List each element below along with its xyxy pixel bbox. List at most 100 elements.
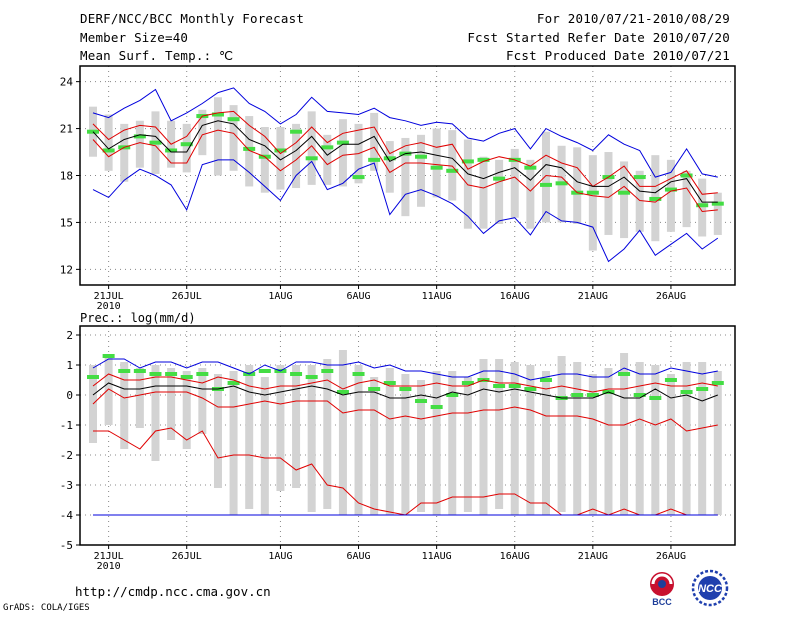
y-tick-label: -1 (60, 419, 73, 432)
website-url[interactable]: http://cmdp.ncc.cma.gov.cn (75, 584, 271, 599)
reference-marker (196, 372, 209, 376)
chart-title: DERF/NCC/BCC Monthly Forecast (80, 11, 305, 26)
spread-box (229, 371, 238, 515)
reference-marker (336, 140, 349, 145)
grads-credit: GrADS: COLA/IGES (3, 603, 90, 613)
series-line-min (92, 159, 719, 263)
reference-marker (446, 168, 459, 173)
reference-marker (477, 157, 490, 162)
x-tick-label: 21AUG (578, 551, 608, 562)
spread-box (120, 123, 129, 182)
x-tick-label: 16AUG (500, 291, 530, 302)
spread-box (588, 155, 597, 251)
spread-box (541, 371, 550, 515)
spread-box (495, 359, 504, 509)
x-tick-label: 11AUG (422, 291, 452, 302)
reference-marker (493, 176, 506, 181)
series-line-max (92, 358, 718, 381)
reference-marker (461, 159, 474, 164)
reference-marker (227, 117, 240, 122)
reference-marker (664, 378, 677, 382)
x-tick-label: 26JUL (172, 551, 202, 562)
x-tick-label: 6AUG (346, 291, 370, 302)
reference-marker (446, 393, 459, 397)
reference-marker (149, 140, 162, 145)
spread-box (510, 362, 519, 515)
bcc-logo-arc (651, 573, 673, 585)
reference-marker (211, 112, 224, 117)
reference-marker (430, 405, 443, 409)
x-tick-label: 21JUL (94, 551, 124, 562)
spread-box (104, 114, 113, 171)
spread-box (448, 371, 457, 515)
spread-box (370, 112, 379, 171)
x-tick-label: 2010 (97, 301, 121, 312)
reference-marker (618, 190, 631, 195)
spread-box (151, 365, 160, 461)
spread-box (604, 368, 613, 515)
reference-marker (368, 157, 381, 162)
bcc-logo-core (658, 580, 666, 588)
reference-marker (165, 148, 178, 153)
spread-box (213, 97, 222, 176)
spread-box (229, 105, 238, 171)
reference-marker (461, 381, 474, 385)
y-tick-label: 24 (60, 76, 74, 89)
spread-box (573, 147, 582, 224)
spread-box (635, 362, 644, 515)
spread-box (401, 137, 410, 217)
spread-box (401, 374, 410, 515)
spread-box (713, 371, 722, 515)
reference-marker (399, 387, 412, 391)
reference-marker (118, 369, 131, 373)
ncc-logo-text: NCC (698, 583, 723, 595)
spread-box (338, 119, 347, 187)
reference-marker (649, 196, 662, 201)
reference-marker (415, 154, 428, 159)
spread-box (245, 365, 254, 509)
y-tick-label: 21 (60, 123, 73, 136)
reference-marker (711, 381, 724, 385)
fcst-produced-date: Fcst Produced Date 2010/07/21 (505, 48, 730, 63)
series-line-max (92, 87, 718, 178)
spread-box (276, 127, 285, 190)
spread-box (245, 116, 254, 187)
reference-marker (571, 393, 584, 397)
reference-marker (180, 142, 193, 147)
reference-marker (258, 369, 271, 373)
reference-marker (711, 201, 724, 206)
y-tick-label: 2 (66, 329, 73, 342)
x-tick-label: 1AUG (268, 291, 292, 302)
reference-marker (539, 182, 552, 187)
spread-box (573, 362, 582, 515)
spread-box (182, 371, 191, 449)
reference-marker (415, 399, 428, 403)
reference-marker (633, 175, 646, 180)
series-line-mean (92, 382, 718, 402)
x-tick-label: 21AUG (578, 291, 608, 302)
x-tick-label: 26AUG (656, 291, 686, 302)
spread-box (354, 365, 363, 515)
reference-marker (524, 387, 537, 391)
reference-marker (539, 378, 552, 382)
spread-box (276, 365, 285, 491)
plot-frame (79, 325, 736, 546)
spread-box (682, 362, 691, 515)
spread-box (417, 380, 426, 512)
ncc-logo-disc (698, 576, 722, 600)
x-tick-label: 26AUG (656, 551, 686, 562)
spread-box (698, 178, 707, 237)
spread-box (135, 120, 144, 168)
reference-marker (555, 181, 568, 186)
series-line-mean (92, 120, 718, 203)
reference-marker (383, 381, 396, 385)
spread-box (260, 377, 269, 515)
spread-box (323, 359, 332, 509)
x-tick-label: 26JUL (172, 291, 202, 302)
reference-marker (102, 148, 115, 153)
reference-marker (87, 375, 99, 379)
ncc-logo: NCC (691, 569, 729, 607)
spread-box (635, 170, 644, 232)
spread-box (557, 356, 566, 512)
y-tick-label: -4 (60, 509, 74, 522)
